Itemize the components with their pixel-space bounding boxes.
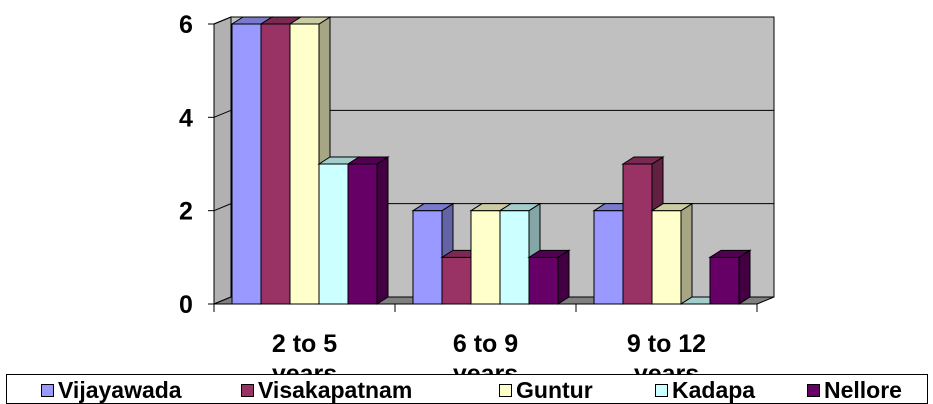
legend-item: Visakapatnam (241, 377, 412, 403)
legend: Vijayawada Visakapatnam Guntur Kadapa Nellor… (6, 374, 928, 404)
legend-label: Kadapa (672, 377, 756, 403)
legend-item: Vijayawada (41, 377, 182, 403)
legend-item: Guntur (499, 377, 593, 403)
legend-swatch (807, 383, 820, 397)
legend-label: Nellore (824, 377, 902, 403)
bar (708, 249, 752, 305)
legend-label: Guntur (516, 377, 593, 403)
y-tick-label: 6 (179, 11, 193, 39)
legend-swatch (241, 383, 254, 397)
side-wall (213, 16, 232, 305)
legend-swatch (499, 383, 512, 397)
y-tick-label: 4 (179, 104, 193, 132)
legend-swatch (655, 383, 668, 397)
gridline (213, 16, 774, 25)
legend-item: Nellore (807, 377, 902, 403)
legend-label: Vijayawada (58, 377, 182, 403)
legend-label: Visakapatnam (258, 377, 413, 403)
y-tick-label: 2 (179, 198, 193, 226)
legend-item: Kadapa (655, 377, 755, 403)
bar (592, 202, 636, 305)
bar (346, 156, 390, 305)
bars (230, 16, 752, 305)
legend-swatch (41, 383, 54, 397)
bar (527, 249, 571, 305)
gridlines (213, 16, 774, 212)
gridline (213, 109, 774, 118)
gridline (213, 203, 774, 212)
y-tick-labels: 0 2 4 6 (179, 11, 193, 319)
y-tick-label: 0 (179, 291, 193, 319)
bar (650, 202, 694, 305)
